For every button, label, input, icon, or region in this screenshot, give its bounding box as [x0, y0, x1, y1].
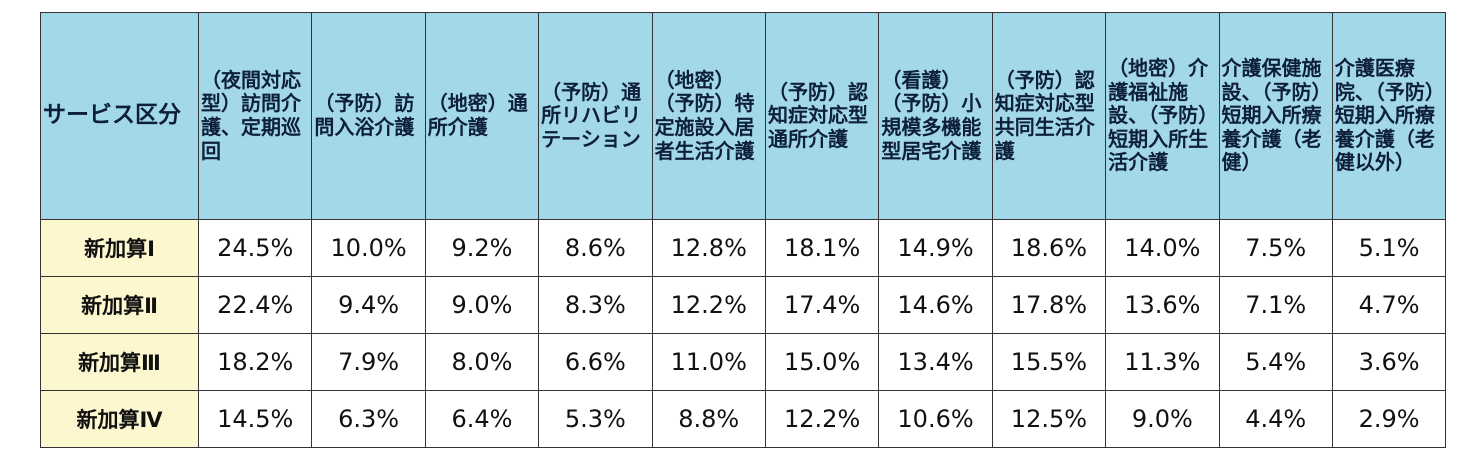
table-row: 新加算Ⅱ 22.4% 9.4% 9.0% 8.3% 12.2% 17.4% 14.6% 17.8… — [40, 276, 1447, 334]
cell-value: 10.6% — [878, 390, 993, 448]
column-header: （予防）認知症対応型通所介護 — [764, 12, 880, 220]
cell-value: 22.4% — [197, 276, 313, 334]
cell-value: 17.4% — [764, 276, 880, 334]
column-header: （夜間対応型）訪問介護、定期巡回 — [197, 12, 313, 220]
cell-value: 12.2% — [651, 276, 766, 334]
cell-value: 14.9% — [878, 219, 993, 277]
column-header: 介護医療院、（予防）短期入所療養介護（老健以外） — [1331, 12, 1447, 220]
cell-value: 3.6% — [1331, 333, 1447, 391]
cell-value: 4.7% — [1331, 276, 1447, 334]
data-table: サービス区分 （夜間対応型）訪問介護、定期巡回 （予防）訪問入浴介護 （地密）通所介護… — [40, 12, 1447, 448]
cell-value: 2.9% — [1331, 390, 1447, 448]
cell-value: 18.1% — [764, 219, 880, 277]
header-row: サービス区分 （夜間対応型）訪問介護、定期巡回 （予防）訪問入浴介護 （地密）通所介護… — [40, 12, 1447, 220]
column-header: 介護保健施設、（予防）短期入所療養介護（老健） — [1218, 12, 1333, 220]
cell-value: 12.5% — [991, 390, 1107, 448]
cell-value: 7.1% — [1218, 276, 1333, 334]
cell-value: 13.4% — [878, 333, 993, 391]
cell-value: 11.3% — [1105, 333, 1220, 391]
cell-value: 7.5% — [1218, 219, 1333, 277]
cell-value: 5.3% — [538, 390, 653, 448]
cell-value: 9.0% — [424, 276, 540, 334]
cell-value: 13.6% — [1105, 276, 1220, 334]
column-header: （看護）（予防）小規模多機能型居宅介護 — [878, 12, 993, 220]
column-header: （地密）介護福祉施設、（予防）短期入所生活介護 — [1105, 12, 1220, 220]
cell-value: 6.6% — [538, 333, 653, 391]
cell-value: 9.2% — [424, 219, 540, 277]
cell-value: 5.1% — [1331, 219, 1447, 277]
cell-value: 10.0% — [311, 219, 426, 277]
cell-value: 8.3% — [538, 276, 653, 334]
cell-value: 9.4% — [311, 276, 426, 334]
column-header: （地密）通所介護 — [424, 12, 540, 220]
cell-value: 6.4% — [424, 390, 540, 448]
cell-value: 14.6% — [878, 276, 993, 334]
cell-value: 18.6% — [991, 219, 1107, 277]
cell-value: 15.0% — [764, 333, 880, 391]
column-header: （予防）通所リハビリテーション — [538, 12, 653, 220]
column-header: （予防）認知症対応型共同生活介護 — [991, 12, 1107, 220]
cell-value: 14.0% — [1105, 219, 1220, 277]
row-label: 新加算Ⅳ — [40, 390, 199, 448]
cell-value: 9.0% — [1105, 390, 1220, 448]
cell-value: 8.0% — [424, 333, 540, 391]
column-header: （地密）（予防）特定施設入居者生活介護 — [651, 12, 766, 220]
cell-value: 6.3% — [311, 390, 426, 448]
cell-value: 18.2% — [197, 333, 313, 391]
table-row: 新加算Ⅳ 14.5% 6.3% 6.4% 5.3% 8.8% 12.2% 10.6% 12.5%… — [40, 390, 1447, 448]
table-row: 新加算Ⅲ 18.2% 7.9% 8.0% 6.6% 11.0% 15.0% 13.4% 15.5… — [40, 333, 1447, 391]
cell-value: 4.4% — [1218, 390, 1333, 448]
column-header: （予防）訪問入浴介護 — [311, 12, 426, 220]
cell-value: 12.8% — [651, 219, 766, 277]
row-label: 新加算Ⅰ — [40, 219, 199, 277]
row-label: 新加算Ⅲ — [40, 333, 199, 391]
cell-value: 8.6% — [538, 219, 653, 277]
table-row: 新加算Ⅰ 24.5% 10.0% 9.2% 8.6% 12.8% 18.1% 14.9% 18.… — [40, 219, 1447, 277]
column-header: サービス区分 — [40, 12, 199, 220]
cell-value: 12.2% — [764, 390, 880, 448]
row-label: 新加算Ⅱ — [40, 276, 199, 334]
cell-value: 17.8% — [991, 276, 1107, 334]
cell-value: 15.5% — [991, 333, 1107, 391]
cell-value: 7.9% — [311, 333, 426, 391]
cell-value: 8.8% — [651, 390, 766, 448]
cell-value: 24.5% — [197, 219, 313, 277]
cell-value: 11.0% — [651, 333, 766, 391]
cell-value: 5.4% — [1218, 333, 1333, 391]
cell-value: 14.5% — [197, 390, 313, 448]
